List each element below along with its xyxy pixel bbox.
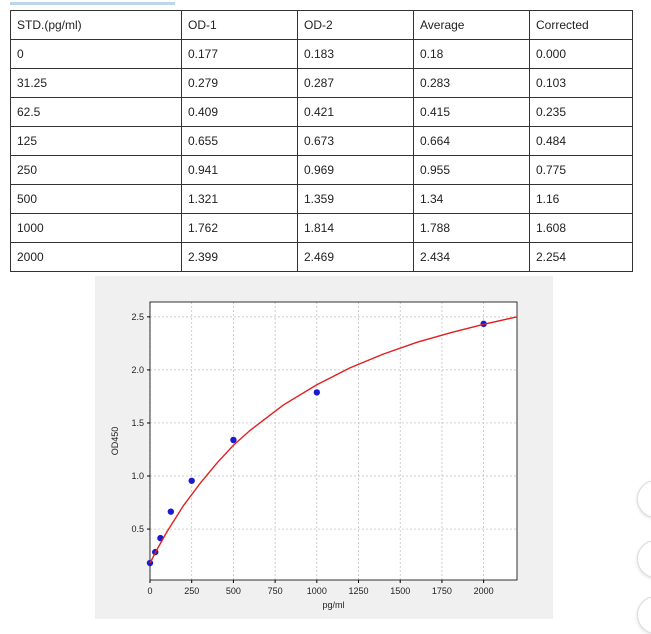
x-axis-label: pg/ml	[322, 600, 344, 610]
table-cell: 2.254	[529, 242, 633, 272]
table-cell: 1000	[10, 213, 182, 243]
table-cell: 0.287	[297, 68, 414, 98]
side-button[interactable]	[637, 480, 651, 518]
table-cell: 1.762	[181, 213, 298, 243]
x-tick-label: 250	[184, 586, 199, 596]
header-row: STD.(pg/ml) OD-1 OD-2 Average Corrected	[10, 10, 633, 40]
table-row: 62.5 0.409 0.421 0.415 0.235	[10, 97, 633, 127]
table-cell: Average	[413, 10, 530, 40]
table-cell: 0.421	[297, 97, 414, 127]
x-tick-label: 2000	[474, 586, 494, 596]
data-point	[230, 436, 237, 444]
table-cell: 0.415	[413, 97, 530, 127]
table-cell: 0.409	[181, 97, 298, 127]
chart: 0 250 500 750 1000 1250 1500 1750 2000 0.5 1.0 1.5 2…	[110, 301, 518, 610]
table-cell: 1.16	[529, 184, 633, 214]
table-cell: 0.279	[181, 68, 298, 98]
table-cell: 1.321	[181, 184, 298, 214]
table-cell: 0.235	[529, 97, 633, 127]
table-cell: 62.5	[10, 97, 182, 127]
table-cell: STD.(pg/ml)	[10, 10, 182, 40]
top-bar	[10, 2, 175, 5]
side-button[interactable]	[637, 596, 651, 634]
table-cell: 0.664	[413, 126, 530, 156]
table-cell: 0.000	[529, 39, 633, 69]
x-tick-label: 0	[147, 586, 152, 596]
table-cell: 0.955	[413, 155, 530, 185]
page: STD.(pg/ml) OD-1 OD-2 Average Corrected 0 0.17…	[10, 2, 651, 634]
data-table: STD.(pg/ml) OD-1 OD-2 Average Corrected 0 0.17…	[10, 10, 633, 272]
table-cell: 1.34	[413, 184, 530, 214]
table-row: 31.25 0.279 0.287 0.283 0.103	[10, 68, 633, 98]
table-cell: 0.283	[413, 68, 530, 98]
y-tick-label: 0.5	[131, 524, 144, 534]
table-row: 500 1.321 1.359 1.34 1.16	[10, 184, 633, 214]
table-cell: 0.177	[181, 39, 298, 69]
x-tick-label: 500	[226, 586, 241, 596]
table-cell: 31.25	[10, 68, 182, 98]
fit-curve	[149, 316, 518, 564]
table-cell: 250	[10, 155, 182, 185]
table-cell: 2.469	[297, 242, 414, 272]
y-tick-label: 2.5	[131, 312, 144, 322]
side-button[interactable]	[637, 540, 651, 578]
table-cell: 1.788	[413, 213, 530, 243]
y-tick-label: 2.0	[131, 365, 144, 375]
y-tick-label: 1.5	[131, 418, 144, 428]
x-tick-label: 750	[268, 586, 283, 596]
data-point	[313, 389, 321, 396]
x-tick-label: 1250	[349, 586, 369, 596]
table-cell: 0	[10, 39, 182, 69]
data-point	[167, 508, 175, 515]
table-cell: OD-2	[297, 10, 414, 40]
table-cell: 125	[10, 126, 182, 156]
table-row: 250 0.941 0.969 0.955 0.775	[10, 155, 633, 185]
table-cell: 500	[10, 184, 182, 214]
data-point	[188, 477, 195, 484]
table-cell: 0.655	[181, 126, 298, 156]
table-cell: 0.673	[297, 126, 414, 156]
table-cell: 2000	[10, 242, 182, 272]
table-cell: 2.399	[181, 242, 298, 272]
y-axis-label: OD450	[110, 427, 120, 456]
table-cell: 2.434	[413, 242, 530, 272]
table-cell: OD-1	[181, 10, 298, 40]
table-cell: 1.359	[297, 184, 414, 214]
plot-area	[150, 302, 517, 580]
table-cell: Corrected	[529, 10, 633, 40]
table-row: 125 0.655 0.673 0.664 0.484	[10, 126, 633, 156]
x-tick-label: 1500	[390, 586, 410, 596]
table-cell: 0.941	[181, 155, 298, 185]
table-cell: 1.608	[529, 213, 633, 243]
x-tick-label: 1000	[307, 586, 327, 596]
x-tick-label: 1750	[432, 586, 452, 596]
table-cell: 0.183	[297, 39, 414, 69]
table-row: 2000 2.399 2.469 2.434 2.254	[10, 242, 633, 272]
table-row: 0 0.177 0.183 0.18 0.000	[10, 39, 633, 69]
plot-frame	[149, 301, 518, 581]
table-cell: 0.103	[529, 68, 633, 98]
table-cell: 0.18	[413, 39, 530, 69]
table-cell: 0.969	[297, 155, 414, 185]
table-row: 1000 1.762 1.814 1.788 1.608	[10, 213, 633, 243]
table-cell: 0.775	[529, 155, 633, 185]
table-cell: 1.814	[297, 213, 414, 243]
table-cell: 0.484	[529, 126, 633, 156]
y-tick-label: 1.0	[131, 471, 144, 481]
